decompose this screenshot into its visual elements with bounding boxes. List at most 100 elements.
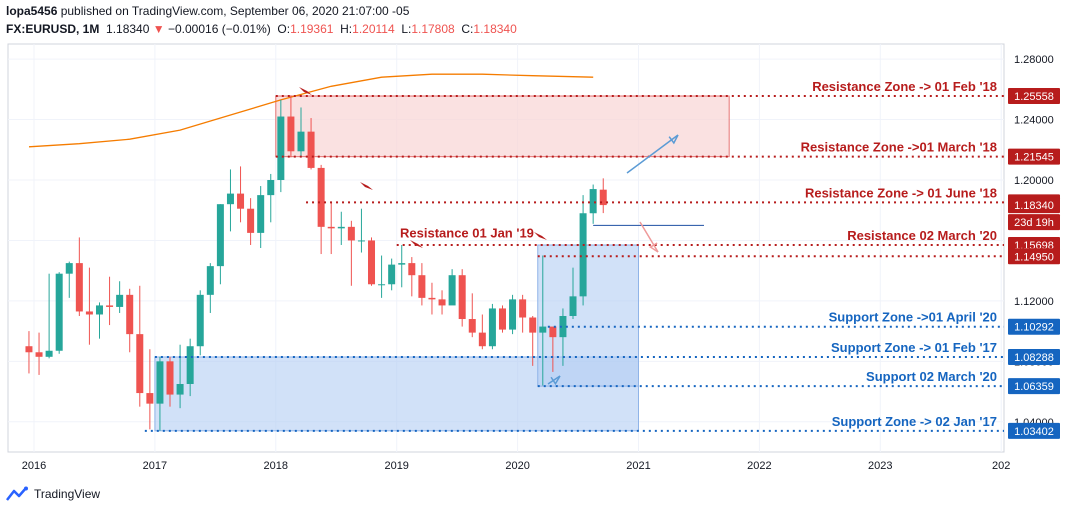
candle bbox=[529, 316, 537, 366]
marker-icon bbox=[534, 232, 547, 240]
candle-body bbox=[126, 294, 134, 335]
candle bbox=[388, 258, 396, 291]
candle-body bbox=[136, 334, 144, 394]
tradingview-footer[interactable]: TradingView bbox=[6, 486, 100, 502]
level-label: Resistance 02 March '20 bbox=[847, 228, 997, 243]
candle-body bbox=[206, 266, 214, 295]
price-label-text: 1.21545 bbox=[1014, 152, 1054, 164]
candle bbox=[498, 305, 506, 333]
candle-body bbox=[257, 195, 265, 233]
down-arrow-icon: ▼ bbox=[152, 22, 165, 36]
candle-body bbox=[307, 131, 315, 168]
candle-body bbox=[95, 305, 103, 315]
support-small-arrow-icon bbox=[547, 375, 561, 386]
candle bbox=[25, 331, 33, 374]
candle bbox=[156, 356, 164, 431]
candle-body bbox=[317, 167, 325, 227]
candle-body bbox=[287, 116, 295, 152]
price-label: 1.08288 bbox=[1008, 348, 1060, 365]
price-label: 1.21545 bbox=[1008, 148, 1060, 165]
candle bbox=[45, 273, 53, 359]
candle bbox=[85, 267, 93, 345]
candle bbox=[226, 169, 234, 232]
candle-body bbox=[247, 208, 255, 233]
close-label: C: bbox=[461, 22, 474, 36]
close-value: 1.18340 bbox=[473, 22, 517, 36]
candle-body bbox=[509, 299, 517, 330]
price-change: −0.00016 (−0.01%) bbox=[167, 22, 271, 36]
candle bbox=[55, 272, 63, 354]
level-label: Resistance Zone ->01 March '18 bbox=[801, 140, 997, 155]
candle-body bbox=[327, 226, 335, 229]
candle bbox=[579, 195, 587, 306]
candle bbox=[196, 290, 204, 356]
publisher-name[interactable]: lopa5456 bbox=[6, 4, 58, 18]
candle-body bbox=[357, 240, 365, 242]
candle bbox=[438, 290, 446, 315]
candle-body bbox=[156, 361, 164, 404]
candle bbox=[549, 326, 557, 372]
published-text: published on TradingView.com, September … bbox=[57, 4, 410, 18]
candle bbox=[65, 261, 73, 298]
candle-body bbox=[579, 213, 587, 297]
candle bbox=[478, 314, 486, 350]
candle-body bbox=[549, 326, 557, 338]
candle-body bbox=[539, 326, 547, 333]
price-label: 1.10292 bbox=[1008, 318, 1060, 335]
x-tick-label: 202 bbox=[992, 460, 1010, 472]
candle-body bbox=[448, 275, 456, 306]
low-value: 1.17808 bbox=[411, 22, 455, 36]
candle bbox=[247, 198, 255, 245]
candle bbox=[257, 186, 265, 248]
candle bbox=[519, 294, 527, 333]
price-label: 1.06359 bbox=[1008, 378, 1060, 395]
candle-body bbox=[378, 284, 386, 286]
y-tick-label: 1.24000 bbox=[1014, 115, 1054, 127]
price-label: 1.18340 23d 19h bbox=[1008, 197, 1060, 231]
countdown-text: 23d 19h bbox=[1014, 217, 1054, 229]
up-arrow-icon bbox=[626, 134, 679, 174]
level-label: Support 02 March '20 bbox=[866, 369, 997, 384]
price-label: 1.14950 bbox=[1008, 248, 1060, 265]
candle-body bbox=[45, 350, 53, 357]
candle bbox=[186, 338, 194, 397]
high-value: 1.20114 bbox=[352, 22, 395, 36]
candle bbox=[166, 356, 174, 407]
candle bbox=[206, 263, 214, 313]
high-label: H: bbox=[340, 22, 353, 36]
candle bbox=[378, 255, 386, 298]
down-arrow-forecast-icon bbox=[639, 221, 659, 253]
candle-body bbox=[337, 226, 345, 229]
marker-icon bbox=[360, 182, 373, 190]
candle bbox=[599, 178, 607, 214]
candle bbox=[458, 269, 466, 327]
candle bbox=[287, 95, 295, 158]
x-tick-label: 2020 bbox=[505, 460, 529, 472]
candle-body bbox=[85, 311, 93, 315]
candle-body bbox=[196, 294, 204, 347]
last-price: 1.18340 bbox=[106, 22, 150, 36]
x-tick-label: 2023 bbox=[868, 460, 892, 472]
y-tick-label: 1.12000 bbox=[1014, 296, 1054, 308]
price-label-text: 1.14950 bbox=[1014, 251, 1054, 263]
candle-body bbox=[176, 384, 184, 395]
candle-body bbox=[438, 299, 446, 306]
candle-body bbox=[277, 116, 285, 180]
price-label: 1.25558 bbox=[1008, 88, 1060, 105]
level-label: Resistance Zone -> 01 June '18 bbox=[805, 185, 997, 200]
x-tick-label: 2021 bbox=[626, 460, 650, 472]
candle-body bbox=[418, 275, 426, 298]
open-value: 1.19361 bbox=[290, 22, 334, 36]
level-label: Support Zone -> 01 Feb '17 bbox=[831, 340, 997, 355]
candle-body bbox=[408, 263, 416, 276]
candle bbox=[136, 285, 144, 407]
candle bbox=[327, 202, 335, 255]
candle bbox=[408, 257, 416, 297]
candle-body bbox=[237, 193, 245, 209]
candle bbox=[35, 332, 43, 375]
candle-body bbox=[116, 294, 124, 307]
candle-body bbox=[166, 361, 174, 395]
marker-icon bbox=[299, 87, 312, 95]
x-tick-label: 2018 bbox=[264, 460, 288, 472]
